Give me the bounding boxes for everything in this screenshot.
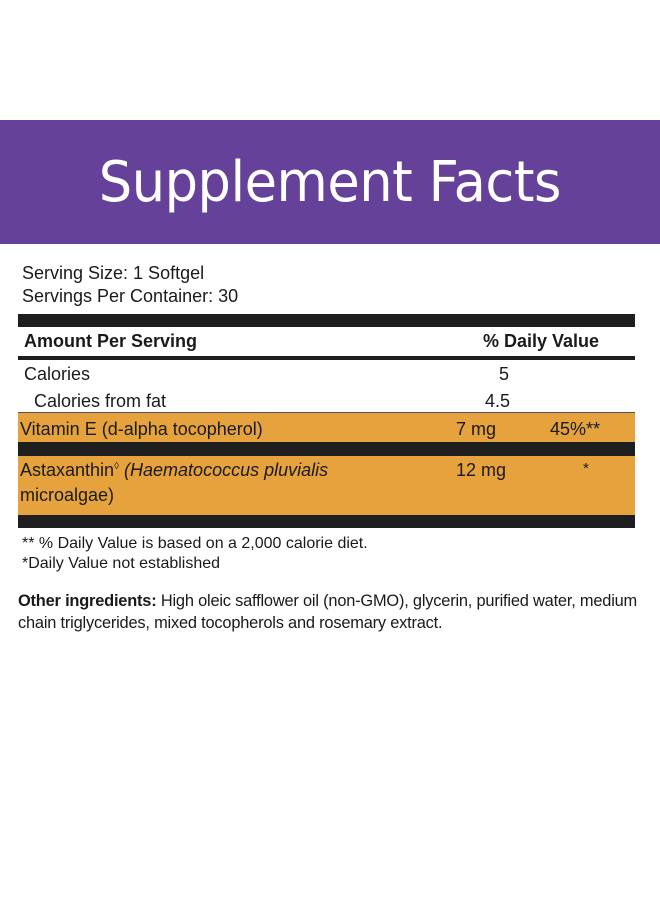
nutrient-amount: 7 mg	[456, 419, 497, 439]
nutrient-amount: 12 mg	[456, 460, 507, 480]
medium-divider	[18, 356, 635, 360]
other-ingredients: Other ingredients: High oleic safflower …	[18, 590, 658, 634]
servings-per-container: Servings Per Container: 30	[22, 286, 239, 306]
thick-divider-bottom	[18, 515, 635, 528]
nutrient-mark: ◊	[114, 461, 120, 472]
nutrient-name-line2: microalgae)	[20, 485, 115, 505]
nutrient-amount: 4.5	[485, 391, 511, 411]
supplement-facts-banner: Supplement Facts	[0, 120, 660, 244]
footnotes: ** % Daily Value is based on a 2,000 cal…	[22, 534, 368, 574]
serving-size: Serving Size: 1 Softgel	[22, 263, 205, 283]
nutrient-amount: 5	[499, 364, 510, 384]
table-row-highlighted: Vitamin E (d-alpha tocopherol) 7 mg 45%*…	[18, 413, 635, 442]
nutrient-name: Calories from fat	[34, 391, 167, 411]
footnote: *Daily Value not established	[22, 555, 221, 572]
nutrient-name: Astaxanthin◊ (Haematococcus pluvialis	[20, 460, 329, 480]
other-ingredients-label: Other ingredients:	[18, 592, 157, 610]
other-ingredients-text: High oleic safflower oil (non-GMO), glyc…	[18, 592, 638, 632]
thick-divider	[18, 442, 635, 456]
serving-info: Serving Size: 1 Softgel Servings Per Con…	[22, 262, 238, 308]
daily-value-percent: 45%**	[550, 419, 601, 439]
nutrient-name: Vitamin E (d-alpha tocopherol)	[20, 419, 263, 439]
nutrient-source: (Haematococcus pluvialis	[124, 460, 329, 480]
thick-divider-top	[18, 314, 635, 327]
table-row-highlighted: Astaxanthin◊ (Haematococcus pluvialis mi…	[18, 456, 635, 515]
page-title: Supplement Facts	[98, 149, 562, 215]
amount-per-serving-header: Amount Per Serving	[24, 331, 198, 351]
row-divider	[18, 412, 635, 413]
footnote: ** % Daily Value is based on a 2,000 cal…	[22, 535, 368, 552]
daily-value-percent: *	[583, 460, 589, 477]
nutrient-name: Calories	[24, 364, 91, 384]
daily-value-header: % Daily Value	[483, 331, 600, 351]
